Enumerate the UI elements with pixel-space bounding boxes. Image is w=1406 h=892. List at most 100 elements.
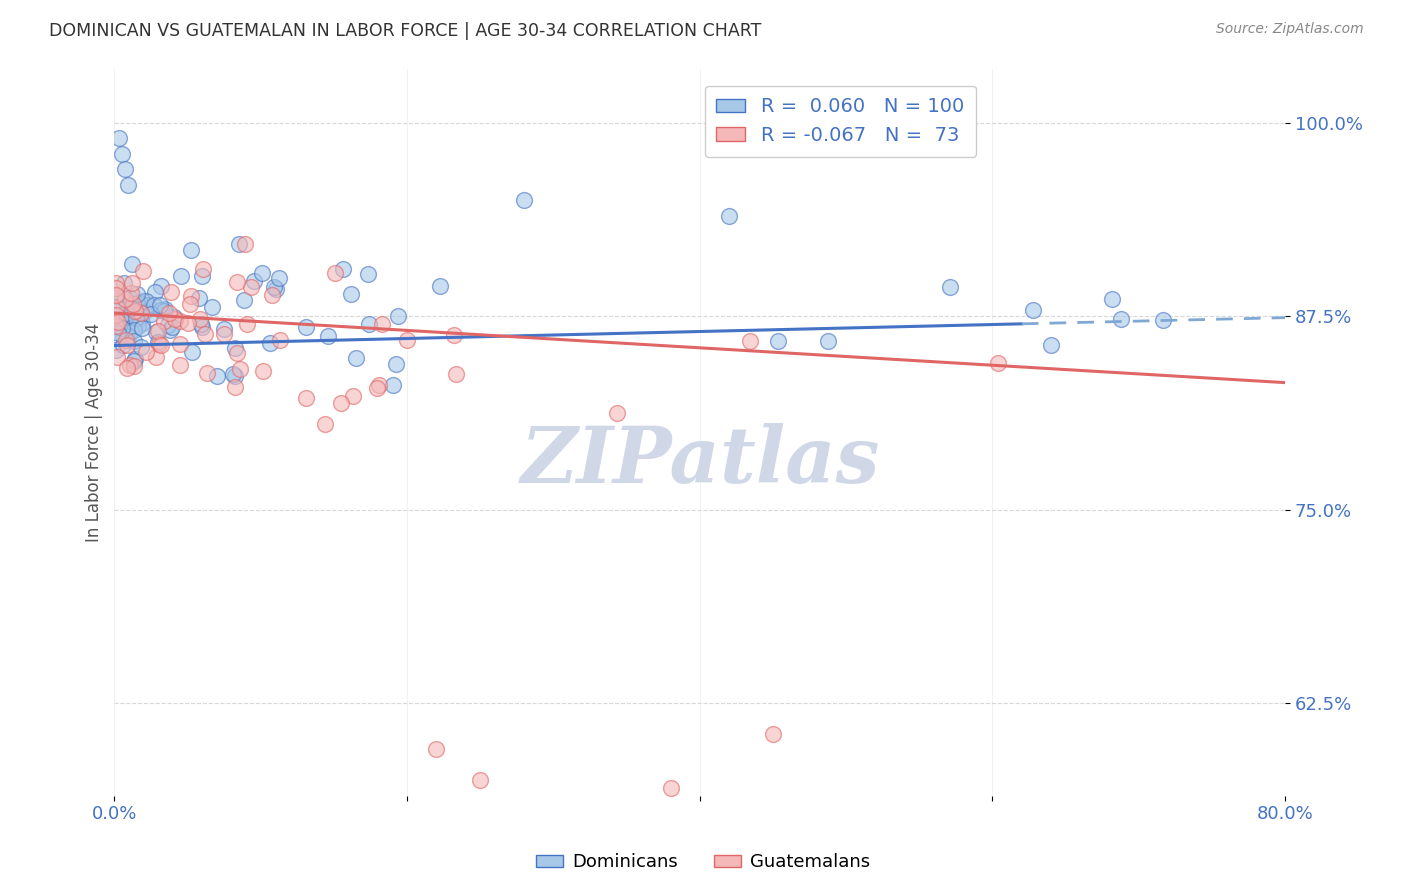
Point <box>163 311 186 326</box>
Point <box>243 274 266 288</box>
Point <box>153 304 176 318</box>
Point <box>263 279 285 293</box>
Point <box>117 337 139 351</box>
Point <box>201 300 224 314</box>
Point <box>159 285 181 299</box>
Point <box>181 345 204 359</box>
Point <box>314 417 336 432</box>
Point <box>124 316 146 330</box>
Point <box>104 308 127 322</box>
Point <box>738 334 761 349</box>
Point <box>212 326 235 341</box>
Point <box>132 264 155 278</box>
Point <box>125 286 148 301</box>
Point <box>513 193 536 207</box>
Point <box>115 317 138 331</box>
Point <box>226 346 249 360</box>
Point <box>259 336 281 351</box>
Point <box>112 276 135 290</box>
Point <box>111 146 134 161</box>
Point <box>169 358 191 372</box>
Point <box>212 322 235 336</box>
Point <box>159 323 181 337</box>
Point <box>163 310 186 325</box>
Point <box>131 340 153 354</box>
Point <box>659 780 682 795</box>
Point <box>195 366 218 380</box>
Point <box>122 354 145 368</box>
Point <box>107 131 129 145</box>
Point <box>104 277 127 291</box>
Point <box>470 773 492 788</box>
Point <box>122 297 145 311</box>
Point <box>143 285 166 299</box>
Point <box>115 310 138 324</box>
Point <box>114 292 136 306</box>
Point <box>382 378 405 392</box>
Point <box>128 296 150 310</box>
Point <box>191 320 214 334</box>
Point <box>762 727 785 741</box>
Point <box>817 334 839 349</box>
Point <box>194 326 217 341</box>
Point <box>443 327 465 342</box>
Point <box>153 302 176 317</box>
Point <box>128 310 150 325</box>
Point <box>105 293 128 308</box>
Point <box>124 351 146 366</box>
Point <box>1152 313 1174 327</box>
Point <box>169 336 191 351</box>
Point <box>1109 312 1132 326</box>
Point <box>340 286 363 301</box>
Point <box>294 320 316 334</box>
Point <box>236 318 259 332</box>
Point <box>366 381 388 395</box>
Point <box>105 313 128 327</box>
Text: ZIPatlas: ZIPatlas <box>520 423 880 500</box>
Point <box>766 334 789 349</box>
Point <box>371 317 394 331</box>
Point <box>125 310 148 325</box>
Point <box>134 294 156 309</box>
Point <box>127 296 149 310</box>
Point <box>135 344 157 359</box>
Point <box>269 271 291 285</box>
Point <box>385 357 408 371</box>
Point <box>127 319 149 334</box>
Point <box>939 279 962 293</box>
Point <box>240 280 263 294</box>
Point <box>120 301 142 315</box>
Point <box>150 337 173 351</box>
Point <box>149 302 172 317</box>
Point <box>105 301 128 315</box>
Point <box>233 237 256 252</box>
Point <box>1101 292 1123 306</box>
Point <box>122 359 145 374</box>
Point <box>150 279 173 293</box>
Point <box>129 306 152 320</box>
Point <box>188 311 211 326</box>
Point <box>131 293 153 308</box>
Point <box>156 318 179 333</box>
Point <box>252 364 274 378</box>
Point <box>104 318 127 333</box>
Point <box>114 162 136 177</box>
Point <box>987 355 1010 369</box>
Point <box>205 368 228 383</box>
Point <box>264 282 287 296</box>
Point <box>131 316 153 330</box>
Point <box>395 333 418 347</box>
Point <box>606 406 628 420</box>
Point <box>121 257 143 271</box>
Point <box>232 293 254 308</box>
Point <box>120 309 142 323</box>
Point <box>115 333 138 347</box>
Point <box>142 298 165 312</box>
Point <box>169 314 191 328</box>
Point <box>120 286 142 301</box>
Point <box>188 291 211 305</box>
Point <box>387 309 409 323</box>
Point <box>177 316 200 330</box>
Point <box>368 378 391 392</box>
Point <box>342 389 364 403</box>
